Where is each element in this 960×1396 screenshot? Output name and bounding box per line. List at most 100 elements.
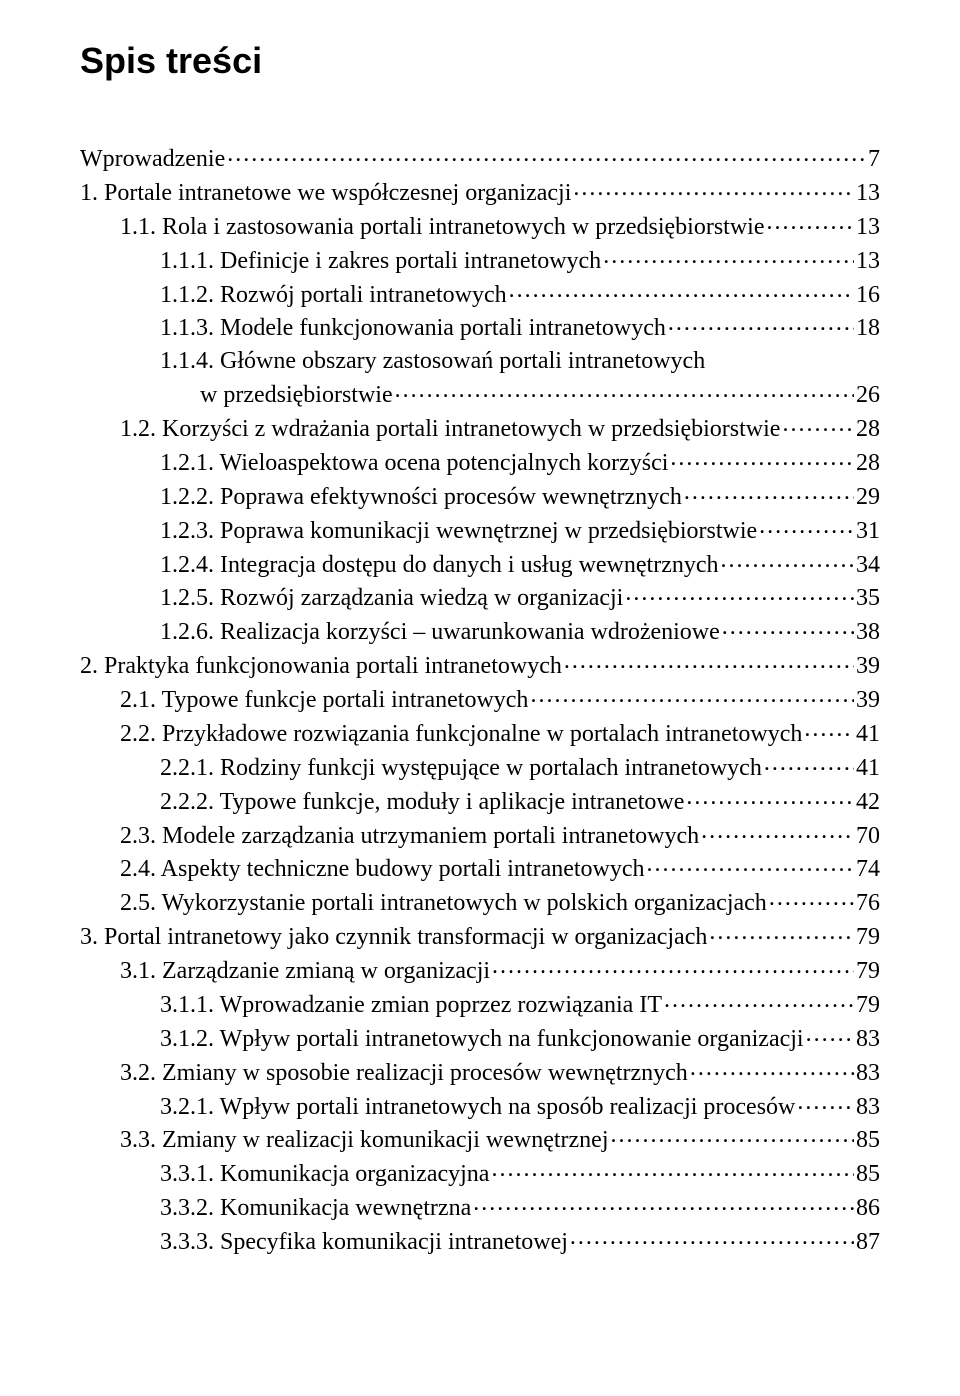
toc-entry: 2.3. Modele zarządzania utrzymaniem port… [80,819,880,853]
toc-entry-continuation: w przedsiębiorstwie 26 [80,378,880,412]
toc-entry-label: Wprowadzenie [80,143,225,176]
toc-entry-label: 2.3. Modele zarządzania utrzymaniem port… [120,820,699,853]
toc-entry: 2.5. Wykorzystanie portali intranetowych… [80,886,880,920]
toc-entry-label: 3.1.1. Wprowadzanie zmian poprzez rozwią… [160,989,662,1022]
toc-leader [530,683,854,707]
toc-entry: Wprowadzenie 7 [80,142,880,176]
toc-entry: 3. Portal intranetowy jako czynnik trans… [80,920,880,954]
toc-entry: 3.1.1. Wprowadzanie zmian poprzez rozwią… [80,988,880,1022]
toc-entry-page: 39 [856,684,880,717]
toc-entry-page: 7 [868,143,880,176]
toc-entry-label: 2.2.1. Rodziny funkcji występujące w por… [160,752,762,785]
toc-leader [491,1157,854,1181]
toc-entry-page: 87 [856,1226,880,1259]
toc-entry-label-cont: w przedsiębiorstwie [200,379,393,412]
toc-entry: 1.2.6. Realizacja korzyści – uwarunkowan… [80,615,880,649]
toc-leader [721,548,854,572]
toc-entry-page: 38 [856,616,880,649]
toc-entry: 1.2. Korzyści z wdrażania portali intran… [80,412,880,446]
toc-leader [804,717,854,741]
toc-entry-page: 39 [856,650,880,683]
toc-entry-label: 2. Praktyka funkcjonowania portali intra… [80,650,562,683]
toc-entry-page: 35 [856,582,880,615]
toc-entry-label: 1.2.6. Realizacja korzyści – uwarunkowan… [160,616,720,649]
toc-leader [782,412,854,436]
toc-leader [806,1022,854,1046]
toc-leader [767,210,855,234]
toc-entry: 1.2.1. Wieloaspektowa ocena potencjalnyc… [80,446,880,480]
toc-leader [690,1056,854,1080]
toc-entry: 2.2.1. Rodziny funkcji występujące w por… [80,751,880,785]
toc-entry-label: 1.2.3. Poprawa komunikacji wewnętrznej w… [160,515,757,548]
toc-entry-page: 86 [856,1192,880,1225]
toc-entry-label: 1.1. Rola i zastosowania portali intrane… [120,211,765,244]
toc-entry-page: 79 [856,921,880,954]
toc-entry-page: 28 [856,447,880,480]
toc-leader [492,954,854,978]
toc-entry-label: 2.5. Wykorzystanie portali intranetowych… [120,887,767,920]
toc-entry-page: 79 [856,955,880,988]
toc-entry-label: 1.2.4. Integracja dostępu do danych i us… [160,549,719,582]
toc-entry: 3.3.2. Komunikacja wewnętrzna86 [80,1191,880,1225]
toc-leader [509,278,854,302]
toc-entry: 1.2.3. Poprawa komunikacji wewnętrznej w… [80,514,880,548]
document-page: Spis treści Wprowadzenie 7 1. Portale intr… [0,0,960,1396]
table-of-contents: Wprowadzenie 7 1. Portale intranetowe we w… [80,142,880,1259]
toc-entry-label: 1. Portale intranetowe we współczesnej o… [80,177,571,210]
toc-entry-page: 31 [856,515,880,548]
toc-entry-label: 1.1.4. Główne obszary zastosowań portali… [160,345,705,378]
toc-leader [573,176,854,200]
toc-entry-label: 3.1.2. Wpływ portali intranetowych na fu… [160,1023,804,1056]
toc-entry-label: 3.3.1. Komunikacja organizacyjna [160,1158,489,1191]
toc-entry: 3.1.2. Wpływ portali intranetowych na fu… [80,1022,880,1056]
toc-entry-page: 42 [856,786,880,819]
toc-entry-page: 16 [856,279,880,312]
toc-entry-label: 2.1. Typowe funkcje portali intranetowyc… [120,684,528,717]
toc-leader [684,480,854,504]
toc-entry-label: 2.2. Przykładowe rozwiązania funkcjonaln… [120,718,802,751]
toc-entry-label: 3.1. Zarządzanie zmianą w organizacji [120,955,490,988]
toc-entry: 1.2.4. Integracja dostępu do danych i us… [80,548,880,582]
toc-entry: 2. Praktyka funkcjonowania portali intra… [80,649,880,683]
toc-entry-page: 76 [856,887,880,920]
toc-leader [610,1123,854,1147]
toc-entry-label: 1.1.1. Definicje i zakres portali intran… [160,245,601,278]
toc-entry-label: 2.2.2. Typowe funkcje, moduły i aplikacj… [160,786,684,819]
toc-entry-label: 2.4. Aspekty techniczne budowy portali i… [120,853,645,886]
toc-entry: 2.2.2. Typowe funkcje, moduły i aplikacj… [80,785,880,819]
toc-leader [686,785,854,809]
toc-entry-label: 3. Portal intranetowy jako czynnik trans… [80,921,707,954]
toc-entry-label: 1.1.2. Rozwój portali intranetowych [160,279,507,312]
toc-entry: 3.2.1. Wpływ portali intranetowych na sp… [80,1090,880,1124]
toc-entry-page: 26 [856,379,880,412]
toc-leader [701,819,854,843]
toc-entry-page: 18 [856,312,880,345]
toc-entry-page: 13 [856,177,880,210]
toc-entry-label: 1.2. Korzyści z wdrażania portali intran… [120,413,780,446]
toc-entry: 1.1.4. Główne obszary zastosowań portali… [80,345,880,378]
toc-entry: 2.2. Przykładowe rozwiązania funkcjonaln… [80,717,880,751]
toc-entry: 1. Portale intranetowe we współczesnej o… [80,176,880,210]
toc-leader [227,142,866,166]
toc-leader [564,649,854,673]
toc-leader [709,920,854,944]
toc-entry-label: 3.2.1. Wpływ portali intranetowych na sp… [160,1091,795,1124]
toc-leader [603,244,854,268]
toc-leader [570,1225,854,1249]
toc-entry-page: 34 [856,549,880,582]
toc-entry: 3.3.1. Komunikacja organizacyjna85 [80,1157,880,1191]
toc-entry-page: 83 [856,1091,880,1124]
page-title: Spis treści [80,40,880,82]
toc-entry-label: 3.3.3. Specyfika komunikacji intranetowe… [160,1226,568,1259]
toc-entry-page: 41 [856,718,880,751]
toc-entry-page: 13 [856,211,880,244]
toc-entry-label: 1.2.5. Rozwój zarządzania wiedzą w organ… [160,582,623,615]
toc-entry: 2.4. Aspekty techniczne budowy portali i… [80,852,880,886]
toc-entry: 3.2. Zmiany w sposobie realizacji proces… [80,1056,880,1090]
toc-entry-page: 79 [856,989,880,1022]
toc-entry: 1.1. Rola i zastosowania portali intrane… [80,210,880,244]
toc-entry: 1.2.2. Poprawa efektywności procesów wew… [80,480,880,514]
toc-entry: 2.1. Typowe funkcje portali intranetowyc… [80,683,880,717]
toc-entry-page: 74 [856,853,880,886]
toc-leader [625,581,854,605]
